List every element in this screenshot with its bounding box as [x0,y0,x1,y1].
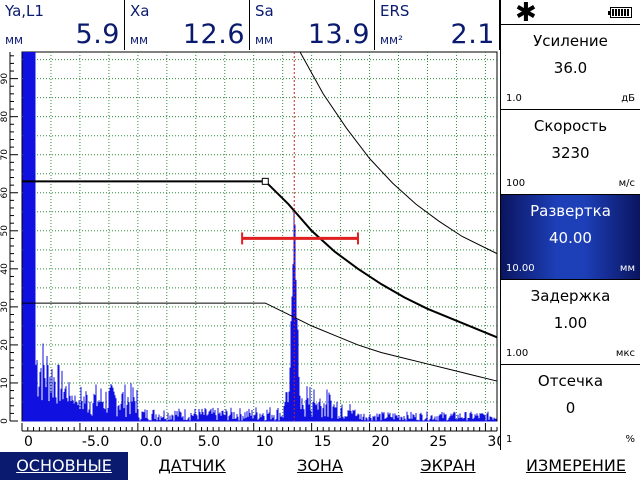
y-tick-label: 30 [0,301,10,313]
param-value: 3230 [551,144,590,162]
x-tick-label: 0 [24,434,33,450]
readout-label: Sa [255,2,274,20]
y-tick-label: 90 [0,73,10,85]
menu-main[interactable]: ОСНОВНЫЕ [0,452,128,480]
y-tick-label: 10 [0,377,10,389]
initial-pulse [26,52,35,421]
readout-unit: мм [130,33,149,47]
param-value: 1.00 [553,314,588,332]
param-name: Задержка [530,287,611,305]
param-unit: % [625,434,635,445]
param-velocity[interactable]: Скорость 3230 100 м/с [501,110,640,195]
a-scan-svg: 0 10 20 30 40 50 60 70 80 90 0 -5.0 0.0 5.0 10 15 20 25 30 [0,51,505,450]
x-tick-label: -5.0 [82,434,109,450]
readout-value: 12.6 [182,19,245,50]
param-step: 100 [506,178,526,189]
status-strip: ✱ [501,0,640,28]
param-delay[interactable]: Задержка 1.00 1.00 мкс [501,280,640,365]
menu-measure[interactable]: ИЗМЕРЕНИЕ [525,456,626,475]
readout-bar: Ya,L1 мм 5.9 Xa мм 12.6 Sa мм 13.9 ERS м… [0,0,500,50]
dac-upper-curve [299,51,498,255]
y-tick-label: 20 [0,339,10,351]
readout-unit: мм² [380,33,403,47]
param-name: Усиление [533,32,608,50]
param-step: 1.0 [506,93,522,104]
asterisk-icon: ✱ [515,0,537,28]
x-tick-label: 25 [429,434,447,450]
battery-icon [608,7,632,18]
param-name: Отсечка [537,372,604,390]
menu-screen[interactable]: ЭКРАН [420,456,476,475]
x-tick-label: 30 [487,434,500,450]
menu-gate[interactable]: ЗОНА [297,456,343,475]
x-tick-label: 10 [256,434,274,450]
echo-signal [22,52,497,422]
param-step: 1 [506,434,513,445]
param-unit: мм [619,263,635,274]
y-tick-label: 40 [0,263,10,275]
x-tick-label: 0.0 [140,434,162,450]
param-gain[interactable]: Усиление 36.0 1.0 дБ [501,25,640,110]
readout-label: Ya,L1 [5,2,44,20]
readout-unit: мм [5,33,24,47]
plot-frame [21,51,498,422]
param-step: 10.00 [506,263,535,274]
param-value: 36.0 [553,59,588,77]
x-tick-label: 5.0 [198,434,220,450]
readout-label: Xa [130,2,150,20]
param-name: Развертка [530,202,611,220]
y-tick-label: 70 [0,149,10,161]
readout-xa: Xa мм 12.6 [125,0,250,50]
param-range[interactable]: Развертка 40.00 10.00 мм [501,195,640,280]
readout-label: ERS [380,2,410,20]
x-tick-label: 20 [372,434,390,450]
param-reject[interactable]: Отсечка 0 1 % [501,365,640,450]
y-tick-label: 50 [0,225,10,237]
param-unit: мкс [615,348,635,359]
x-tick-label: 15 [314,434,332,450]
dac-point-marker [261,177,269,185]
param-unit: дБ [621,93,635,104]
readout-value: 2.1 [450,19,495,50]
readout-value: 13.9 [307,19,370,50]
readout-ya: Ya,L1 мм 5.9 [0,0,125,50]
menu-probe[interactable]: ДАТЧИК [158,456,226,475]
a-scan-plot[interactable]: 0 10 20 30 40 50 60 70 80 90 0 -5.0 0.0 5.0 10 15 20 25 30 [0,50,505,452]
y-tick-label: 80 [0,111,10,123]
bottom-menu: ОСНОВНЫЕ ДАТЧИК ЗОНА ЭКРАН ИЗМЕРЕНИЕ [0,452,640,480]
readout-value: 5.9 [75,19,120,50]
readout-ers: ERS мм² 2.1 [375,0,500,50]
y-tick-label: 60 [0,187,10,199]
dac-lower-curve [22,302,498,382]
param-name: Скорость [533,117,608,135]
dac-main-curve [22,180,498,339]
readout-unit: мм [255,33,274,47]
readout-sa: Sa мм 13.9 [250,0,375,50]
param-value: 40.00 [549,229,592,247]
y-tick-label: 0 [0,418,10,424]
param-value: 0 [565,399,576,417]
param-step: 1.00 [506,348,529,359]
param-unit: м/с [618,178,635,189]
parameter-panel: ✱ Усиление 36.0 1.0 дБ Скорость 3230 100… [500,0,640,450]
